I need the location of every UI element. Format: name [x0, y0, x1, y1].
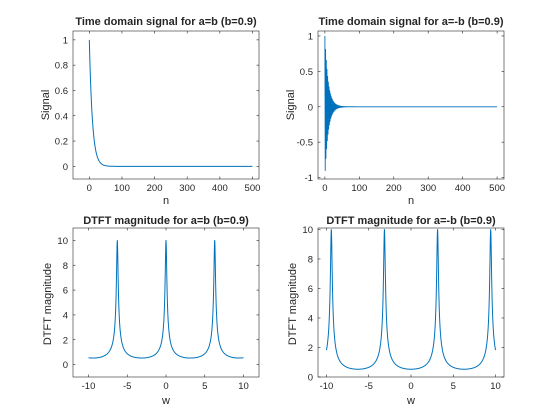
x-axis-label: n [163, 195, 169, 207]
x-tick-label: 0 [163, 381, 168, 392]
x-tick-label: 200 [147, 183, 163, 194]
y-tick-label: 0.4 [55, 111, 68, 122]
y-axis-label: DTFT magnitude [42, 263, 54, 345]
x-tick-label: 10 [238, 381, 249, 392]
y-tick-label: 0.2 [55, 137, 68, 148]
y-tick-label: 0.5 [300, 67, 313, 78]
x-tick-label: 0 [322, 183, 327, 194]
y-tick-label: 4 [63, 310, 68, 321]
y-tick-label: 0 [308, 373, 313, 384]
x-axis-label: w [406, 395, 415, 407]
x-tick-label: 5 [202, 381, 207, 392]
plot-title: DTFT magnitude for a=b (b=0.9) [83, 215, 249, 227]
x-tick-label: 10 [490, 381, 501, 392]
x-tick-label: -10 [320, 381, 334, 392]
y-tick-label: 2 [63, 335, 68, 346]
plot-title: DTFT magnitude for a=-b (b=0.9) [326, 215, 496, 227]
y-tick-label: 10 [57, 236, 68, 247]
x-tick-label: 300 [179, 183, 195, 194]
plot-title: Time domain signal for a=-b (b=0.9) [318, 16, 503, 28]
x-tick-label: 0 [87, 183, 92, 194]
x-tick-label: 100 [114, 183, 130, 194]
x-axis-label: n [408, 195, 414, 207]
y-tick-label: 6 [63, 286, 68, 297]
x-tick-label: 100 [351, 183, 367, 194]
y-tick-label: 0.8 [55, 61, 68, 72]
y-tick-label: 0.6 [55, 86, 68, 97]
y-tick-label: 1 [63, 35, 68, 46]
x-tick-label: 300 [420, 183, 436, 194]
plot-title: Time domain signal for a=b (b=0.9) [75, 16, 257, 28]
x-tick-label: 400 [455, 183, 471, 194]
x-tick-label: -10 [82, 381, 96, 392]
x-tick-label: 5 [451, 381, 456, 392]
y-tick-label: -0.5 [297, 138, 313, 149]
x-tick-label: 500 [245, 183, 261, 194]
y-tick-label: 1 [308, 31, 313, 42]
x-tick-label: 400 [212, 183, 228, 194]
x-tick-label: 0 [408, 381, 413, 392]
x-tick-label: 200 [386, 183, 402, 194]
y-tick-label: -1 [305, 173, 313, 184]
y-axis-label: Signal [285, 90, 297, 121]
y-tick-label: 2 [308, 343, 313, 354]
y-tick-label: 10 [302, 225, 313, 236]
y-tick-label: 6 [308, 284, 313, 295]
y-tick-label: 4 [308, 313, 313, 324]
x-tick-label: 500 [489, 183, 505, 194]
y-tick-label: 8 [308, 254, 313, 265]
x-axis-label: w [161, 395, 170, 407]
x-tick-label: -5 [365, 381, 373, 392]
y-axis-label: Signal [40, 90, 52, 121]
y-tick-label: 0 [63, 360, 68, 371]
y-tick-label: 0 [63, 162, 68, 173]
y-tick-label: 0 [308, 102, 313, 113]
y-axis-label: DTFT magnitude [287, 263, 299, 345]
y-tick-label: 8 [63, 261, 68, 272]
x-tick-label: -5 [123, 381, 131, 392]
